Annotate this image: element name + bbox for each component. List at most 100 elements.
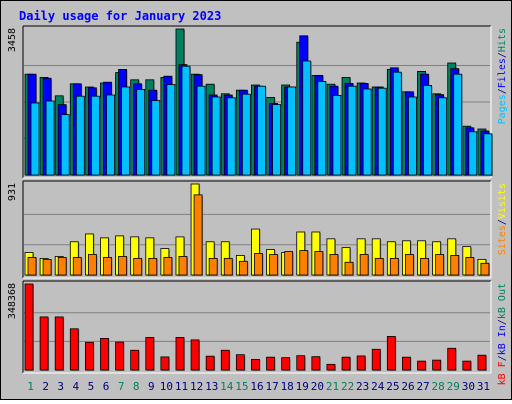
x-tick-label-day-2: 2 — [42, 380, 49, 393]
x-tick-label-day-3: 3 — [57, 380, 64, 393]
panel-visits-bar-sites-16 — [254, 253, 263, 276]
chart-title: Daily usage for January 2023 — [19, 9, 221, 23]
panel-kbytes-bar-kb-f-4 — [69, 328, 79, 371]
x-tick-label-day-21: 21 — [326, 380, 339, 393]
panel-hits-legend-item-4: Hits — [497, 28, 508, 52]
panel-hits-bar-pages-24 — [377, 87, 387, 176]
panel-hits-legend: Pages/Files/Hits — [497, 28, 508, 124]
panel-kbytes-bar-kb-f-2 — [39, 316, 49, 371]
panel-visits-legend: Sites/Visits — [497, 183, 508, 255]
panel-visits-bar-sites-15 — [238, 260, 248, 276]
panel-hits-bar-pages-12 — [196, 85, 206, 176]
panel-visits-bar-sites-23 — [359, 254, 369, 276]
panel-kbytes-bar-kb-f-30 — [462, 360, 472, 371]
x-axis-day-labels: 1 2 3 4 5 6 7 8 9 10 11 12 13 14 15 16 17 18 19 20 21 22 23 24 2… — [27, 380, 490, 393]
x-tick-label-day-22: 22 — [341, 380, 354, 393]
x-tick-label-day-16: 16 — [250, 380, 263, 393]
panel-visits-bar-sites-21 — [329, 254, 339, 276]
x-tick-label-day-7: 7 — [118, 380, 125, 393]
x-tick-label-day-8: 8 — [133, 380, 140, 393]
panel-hits-bar-pages-14 — [226, 97, 236, 176]
panel-visits-bar-sites-12 — [193, 194, 203, 276]
panel-kbytes-bar-kb-f-12 — [190, 339, 200, 371]
panel-hits-bar-pages-26 — [408, 96, 417, 176]
x-tick-label-day-31: 31 — [477, 380, 490, 393]
panel-visits-legend-item-1: / — [497, 219, 508, 225]
panel-visits-bar-sites-9 — [148, 257, 158, 276]
x-tick-label-day-13: 13 — [205, 380, 218, 393]
x-tick-label-day-25: 25 — [386, 380, 399, 393]
panel-kbytes-bar-kb-f-29 — [447, 347, 457, 371]
panel-visits-bar-sites-2 — [42, 258, 52, 276]
panel-kbytes-bar-kb-f-8 — [130, 349, 140, 371]
x-tick-label-day-19: 19 — [296, 380, 309, 393]
panel-hits-legend-item-2: Files — [497, 58, 508, 88]
panel-visits-bar-sites-11 — [178, 256, 188, 276]
panel-kbytes-bar-kb-f-21 — [326, 363, 336, 371]
panel-hits-bar-pages-18 — [287, 86, 297, 176]
panel-hits-bar-pages-22 — [347, 85, 357, 176]
panel-hits-bar-pages-20 — [317, 81, 327, 176]
panel-kbytes-legend-item-4: kB Out — [497, 283, 508, 319]
panel-visits-bar-sites-17 — [269, 254, 278, 276]
panel-visits-bar-sites-28 — [435, 254, 445, 276]
panel-visits-bar-sites-29 — [450, 255, 460, 276]
x-tick-label-day-26: 26 — [401, 380, 414, 393]
panel-visits-legend-item-0: Sites — [497, 225, 508, 255]
panel-hits-bar-pages-23 — [362, 88, 372, 176]
panel-hits-bar-pages-4 — [75, 95, 85, 176]
panel-visits-bar-sites-19 — [299, 250, 309, 276]
panel-kbytes-bar-kb-f-18 — [281, 357, 291, 371]
x-tick-label-day-17: 17 — [265, 380, 278, 393]
panel-visits-bar-sites-7 — [118, 256, 127, 276]
panel-visits: 931 Sites/Visits — [7, 180, 508, 279]
panel-kbytes-bar-kb-f-27 — [417, 360, 426, 371]
panel-visits-bar-sites-5 — [87, 254, 97, 276]
x-tick-label-day-15: 15 — [235, 380, 248, 393]
panel-hits-bar-pages-19 — [302, 60, 312, 176]
panel-kbytes-bar-kb-f-9 — [145, 337, 155, 371]
panel-kbytes-bar-kb-f-10 — [160, 356, 170, 371]
panel-hits-bar-pages-2 — [45, 100, 55, 176]
panel-visits-bar-sites-30 — [465, 257, 475, 276]
x-tick-label-day-1: 1 — [27, 380, 34, 393]
x-tick-label-day-6: 6 — [103, 380, 110, 393]
panel-hits-bar-pages-15 — [241, 93, 251, 176]
panel-kbytes-bar-kb-f-25 — [386, 336, 396, 371]
panel-hits: 3458 Pages/Files/Hits — [7, 25, 508, 179]
panel-hits-bar-pages-28 — [438, 97, 448, 176]
panel-hits-bar-pages-7 — [121, 86, 130, 176]
panel-hits-bar-pages-9 — [151, 100, 161, 176]
panel-kbytes-legend-item-0: kB F — [497, 361, 508, 385]
panel-hits-bar-pages-11 — [181, 65, 191, 176]
panel-visits-bar-sites-18 — [284, 251, 294, 276]
panel-kbytes-bar-kb-f-23 — [356, 355, 366, 371]
panel-hits-bar-pages-6 — [106, 94, 115, 176]
panel-hits-max-label: 3458 — [7, 28, 18, 52]
panel-hits-bar-pages-1 — [30, 102, 40, 176]
x-tick-label-day-12: 12 — [190, 380, 203, 393]
x-tick-label-day-28: 28 — [432, 380, 445, 393]
panel-kbytes-bar-kb-f-24 — [371, 348, 381, 371]
panel-kbytes-legend: kB F/kB In/kB Out — [497, 283, 508, 385]
panel-visits-bar-sites-6 — [103, 257, 112, 276]
panel-visits-bar-sites-8 — [133, 257, 143, 276]
panel-hits-bar-pages-13 — [211, 96, 221, 176]
chart-panels: 3458Pages/Files/Hits931Sites/Visits34836… — [7, 25, 508, 385]
panel-hits-bar-pages-25 — [392, 71, 402, 176]
panel-hits-bar-pages-16 — [257, 85, 266, 176]
x-tick-label-day-10: 10 — [160, 380, 173, 393]
panel-visits-bar-sites-26 — [405, 254, 414, 276]
panel-visits-bar-sites-3 — [57, 257, 67, 276]
panel-kbytes-bar-kb-f-6 — [100, 338, 109, 371]
panel-visits-bar-sites-25 — [389, 257, 399, 276]
x-tick-label-day-23: 23 — [356, 380, 369, 393]
panel-hits-legend-item-3: / — [497, 52, 508, 58]
panel-hits-bar-pages-27 — [423, 85, 432, 176]
panel-kbytes-bar-kb-f-22 — [341, 356, 351, 371]
panel-kbytes-legend-item-1: / — [497, 355, 508, 361]
panel-kbytes-bar-kb-f-1 — [24, 283, 34, 371]
x-tick-label-day-27: 27 — [416, 380, 429, 393]
